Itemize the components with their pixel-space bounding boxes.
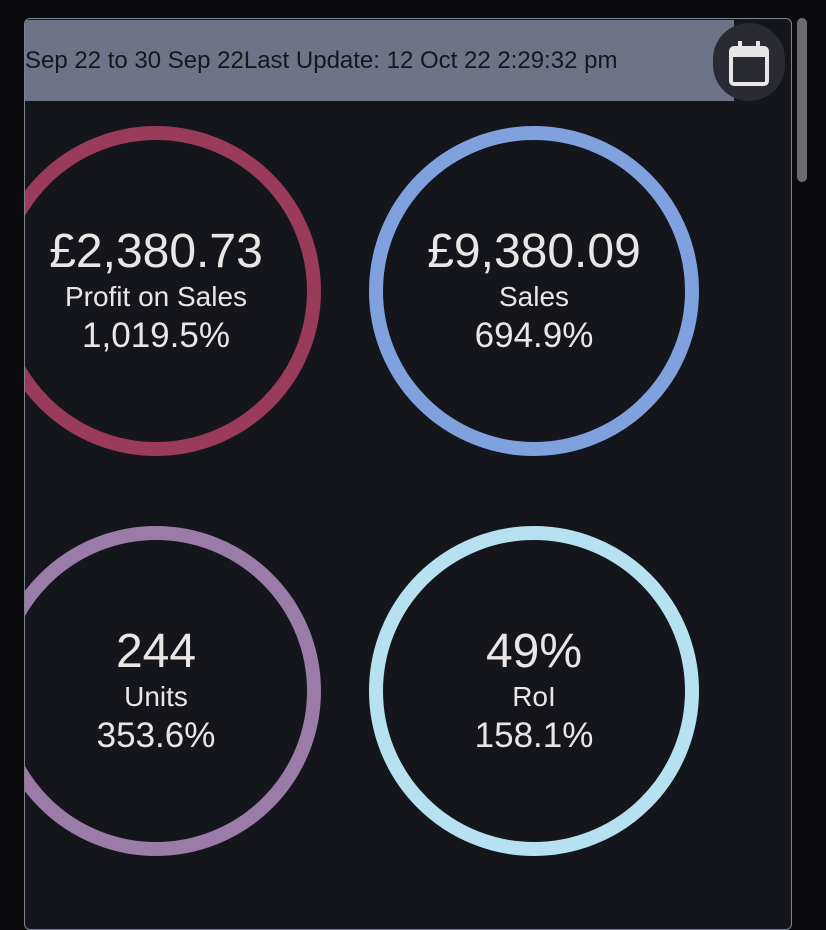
kpi-tile: £2,380.73 Profit on Sales 1,019.5% — [25, 126, 321, 456]
kpi-value: £9,380.09 — [427, 225, 641, 278]
calendar-button[interactable] — [713, 23, 785, 101]
kpi-label: Sales — [498, 281, 570, 312]
date-range[interactable]: Sep 22 to 30 Sep 22 — [25, 46, 244, 74]
kpi-value: 49% — [485, 625, 583, 678]
header-bar: Sep 22 to 30 Sep 22 Last Update: 12 Oct 2… — [25, 20, 734, 101]
kpi-tile: 49% RoI 158.1% — [369, 526, 699, 856]
kpi-change: 694.9% — [474, 316, 594, 355]
kpi-value: 244 — [115, 625, 197, 678]
kpi-change: 353.6% — [96, 716, 216, 755]
calendar-icon — [729, 41, 769, 86]
kpi-label: RoI — [512, 681, 556, 712]
kpi-label: Profit on Sales — [64, 281, 248, 312]
scrollbar-thumb[interactable] — [797, 18, 807, 182]
kpi-change: 158.1% — [474, 716, 594, 755]
kpi-label: Units — [124, 681, 188, 712]
last-update: Last Update: 12 Oct 22 2:29:32 pm — [243, 46, 618, 74]
dashboard-panel: Sep 22 to 30 Sep 22 Last Update: 12 Oct 2… — [24, 18, 792, 930]
kpi-value: £2,380.73 — [49, 225, 263, 278]
kpi-change: 1,019.5% — [82, 316, 230, 355]
kpi-tile: £9,380.09 Sales 694.9% — [369, 126, 699, 456]
kpi-tile: 244 Units 353.6% — [25, 526, 321, 856]
